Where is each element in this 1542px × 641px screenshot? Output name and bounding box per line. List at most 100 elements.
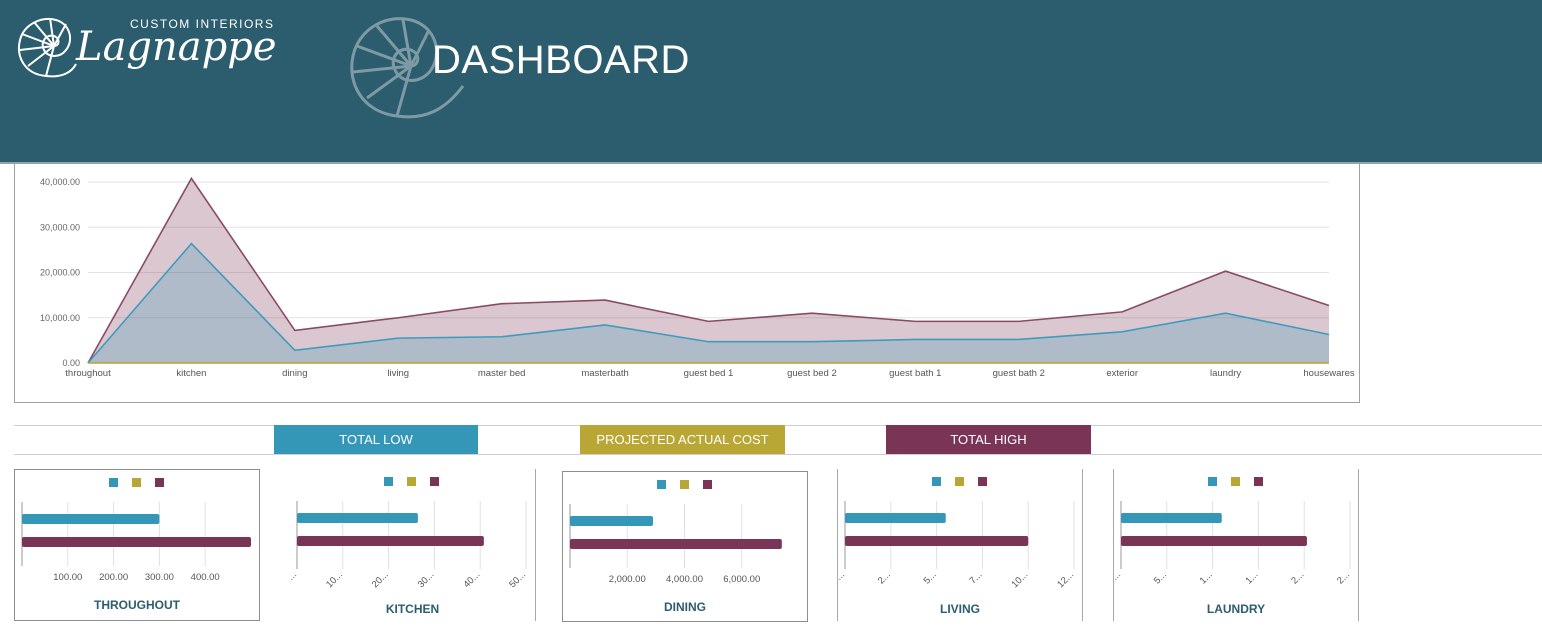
x-tick-label: guest bed 2 [787, 368, 837, 379]
high-bar [297, 536, 484, 546]
legend-marker-high [430, 477, 439, 486]
low-series-line [87, 242, 1330, 364]
mini-chart-title: KITCHEN [385, 602, 440, 616]
low-bar [297, 513, 418, 523]
high-bar [1121, 536, 1307, 546]
x-tick-label: guest bath 1 [889, 368, 941, 379]
legend-marker-high [703, 480, 712, 489]
high-bar [22, 537, 251, 547]
x-tick-label: 6,000.00 [723, 574, 760, 585]
x-tick-label: 2... [876, 569, 893, 586]
x-tick-label: 2... [1335, 569, 1352, 586]
mini-chart-title: DINING [664, 600, 706, 614]
legend-marker-projected [132, 478, 141, 487]
legend-total-low[interactable]: TOTAL LOW [274, 425, 478, 454]
x-tick-label: master bed [478, 368, 526, 379]
x-tick-label: 12... [1055, 569, 1076, 590]
legend-marker-low [384, 477, 393, 486]
high-bar [845, 536, 1029, 546]
x-tick-label: 100.00 [53, 572, 82, 583]
x-tick-label: housewares [1303, 368, 1354, 379]
x-tick-label: exterior [1106, 368, 1138, 379]
legend-divider-bottom [14, 454, 1542, 455]
legend-total-high[interactable]: TOTAL HIGH [886, 425, 1091, 454]
low-bar [845, 513, 946, 523]
x-tick-label: throughout [65, 368, 111, 379]
x-tick-label: 400.00 [191, 572, 220, 583]
y-tick-label: 20,000.00 [40, 268, 80, 278]
y-tick-label: 30,000.00 [40, 222, 80, 232]
legend-projected-actual-cost[interactable]: PROJECTED ACTUAL COST [580, 425, 785, 454]
x-tick-label: 1... [1243, 569, 1260, 586]
area-chart-panel: 40,000.00 30,000.00 20,000.00 10,000.00 0.00… [14, 164, 1360, 403]
legend-marker-low [657, 480, 666, 489]
x-tick-label: 2,000.00 [609, 574, 646, 585]
x-tick-label: 0... [1114, 569, 1123, 586]
y-tick-label: 0.00 [62, 358, 80, 368]
mini-chart-title: LAUNDRY [1206, 602, 1266, 616]
legend-marker-low [109, 478, 118, 487]
page-title: DASHBOARD [432, 38, 690, 82]
x-tick-label: kitchen [176, 368, 206, 379]
kitchen-bar-chart: 0... 10... 20... 30... 40... 50... [282, 477, 528, 590]
high-bar [570, 539, 782, 549]
legend-marker-low [932, 477, 941, 486]
mini-chart-dining[interactable]: 2,000.00 4,000.00 6,000.00 DINING [562, 471, 808, 622]
y-tick-label: 10,000.00 [40, 313, 80, 323]
throughout-bar-chart: 100.00 200.00 300.00 400.00 [21, 478, 251, 583]
dashboard-header: CUSTOM INTERIORS Lagnappe DASHBOARD [0, 0, 1542, 162]
x-tick-label: 40... [461, 569, 482, 590]
high-series-area [88, 178, 1329, 363]
room-cost-area-chart: 40,000.00 30,000.00 20,000.00 10,000.00 0.00… [40, 176, 1355, 379]
low-series-area [88, 243, 1329, 363]
mini-chart-throughout[interactable]: 100.00 200.00 300.00 400.00 THROUGHOUT [14, 469, 260, 621]
x-tick-label: 7... [967, 569, 984, 586]
low-bar [1121, 513, 1222, 523]
mini-chart-kitchen[interactable]: 0... 10... 20... 30... 40... 50... KITCHEN [282, 469, 536, 621]
y-tick-label: 40,000.00 [40, 177, 80, 187]
legend-marker-projected [1231, 477, 1240, 486]
legend-marker-high [978, 477, 987, 486]
x-tick-label: 10... [1009, 569, 1030, 590]
x-tick-label: dining [282, 368, 307, 379]
legend-marker-projected [955, 477, 964, 486]
mini-chart-laundry[interactable]: 0... 5... 1... 1... 2... 2... LAUNDRY [1106, 469, 1359, 621]
mini-chart-title: THROUGHOUT [94, 598, 180, 612]
nautilus-shell-icon [18, 17, 77, 78]
x-tick-label: 20... [370, 569, 391, 590]
x-tick-label: 5... [1152, 569, 1169, 586]
x-tick-label: 4,000.00 [666, 574, 703, 585]
dashboard-shell-icon [350, 17, 465, 119]
x-tick-label: 10... [324, 569, 345, 590]
dining-bar-chart: 2,000.00 4,000.00 6,000.00 [569, 480, 782, 585]
mini-chart-living[interactable]: 0... 2... 5... 7... 10... 12... LIVING [830, 469, 1083, 621]
mini-chart-title: LIVING [939, 602, 980, 616]
legend-marker-high [1254, 477, 1263, 486]
header-divider [0, 162, 1542, 164]
x-tick-label: laundry [1210, 368, 1241, 379]
x-tick-label: 200.00 [99, 572, 128, 583]
x-tick-label: 2... [1289, 569, 1306, 586]
x-tick-label: 0... [290, 569, 299, 586]
x-tick-label: 1... [1198, 569, 1215, 586]
x-tick-label: living [387, 368, 409, 379]
living-bar-chart: 0... 2... 5... 7... 10... 12... [830, 477, 1076, 590]
legend-marker-projected [407, 477, 416, 486]
low-bar [570, 516, 654, 526]
x-tick-label: masterbath [581, 368, 629, 379]
x-tick-label: 300.00 [145, 572, 174, 583]
low-bar [22, 514, 160, 524]
brand-name: Lagnappe [76, 24, 277, 70]
x-tick-label: guest bath 2 [993, 368, 1045, 379]
legend-marker-high [155, 478, 164, 487]
high-series-line [87, 176, 1330, 364]
brand-subtitle: CUSTOM INTERIORS [130, 17, 275, 31]
x-tick-label: guest bed 1 [684, 368, 734, 379]
legend-marker-projected [680, 480, 689, 489]
x-tick-label: 0... [838, 569, 847, 586]
legend-marker-low [1208, 477, 1217, 486]
x-tick-label: 5... [922, 569, 939, 586]
x-tick-label: 50... [507, 569, 528, 590]
x-tick-label: 30... [416, 569, 437, 590]
laundry-bar-chart: 0... 5... 1... 1... 2... 2... [1106, 477, 1352, 586]
